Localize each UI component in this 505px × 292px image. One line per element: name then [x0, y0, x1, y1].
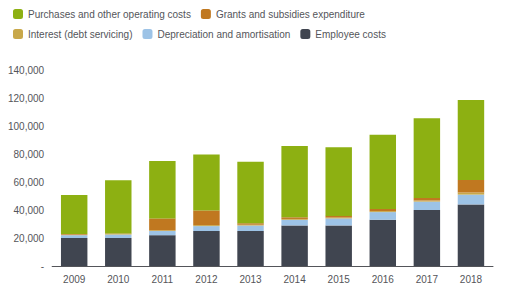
svg-text:2015: 2015 — [328, 274, 351, 285]
svg-text:Purchases and other operating: Purchases and other operating costs — [28, 9, 191, 20]
svg-text:2012: 2012 — [195, 274, 218, 285]
svg-text:60,000: 60,000 — [14, 177, 45, 188]
svg-text:2016: 2016 — [372, 274, 395, 285]
svg-text:2018: 2018 — [460, 274, 483, 285]
svg-text:2014: 2014 — [283, 274, 306, 285]
svg-text:40,000: 40,000 — [14, 205, 45, 216]
svg-text:2011: 2011 — [152, 274, 174, 285]
svg-text:140,000: 140,000 — [8, 65, 45, 76]
svg-text:2009: 2009 — [63, 274, 86, 285]
svg-text:2013: 2013 — [239, 274, 262, 285]
svg-text:Interest (debt servicing): Interest (debt servicing) — [28, 29, 133, 40]
svg-text:-: - — [41, 261, 44, 272]
svg-text:100,000: 100,000 — [8, 121, 45, 132]
svg-text:80,000: 80,000 — [14, 149, 45, 160]
svg-text:2010: 2010 — [107, 274, 130, 285]
svg-text:Depreciation and amortisation: Depreciation and amortisation — [157, 29, 290, 40]
svg-text:20,000: 20,000 — [14, 233, 45, 244]
svg-text:120,000: 120,000 — [8, 93, 45, 104]
svg-text:2017: 2017 — [416, 274, 439, 285]
svg-text:Grants and subsidies expenditu: Grants and subsidies expenditure — [216, 9, 365, 20]
svg-text:Employee costs: Employee costs — [315, 29, 386, 40]
